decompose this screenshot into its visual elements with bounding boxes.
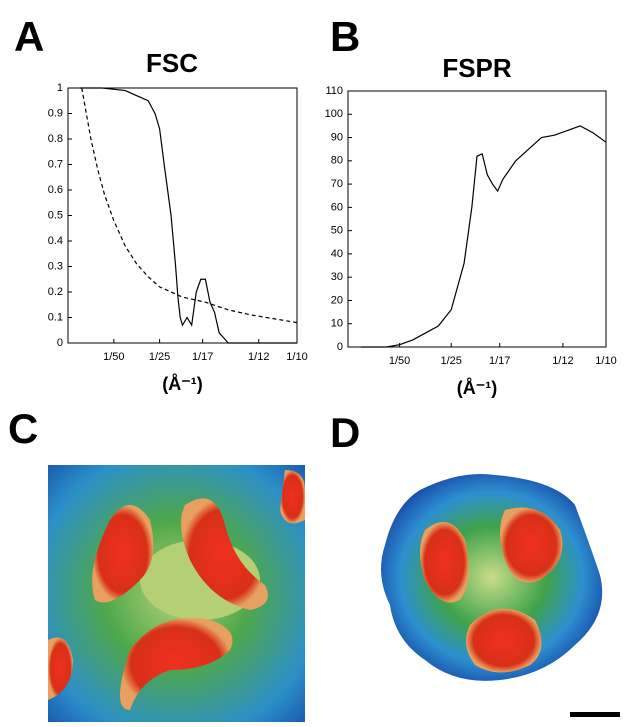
y-tick-label: 0.5 [48, 209, 63, 221]
panel-label: B [330, 13, 360, 60]
data-line [79, 87, 297, 344]
x-tick-label: 1/17 [192, 351, 213, 363]
y-tick-label: 0.1 [48, 311, 63, 323]
y-tick-label: 0 [337, 341, 343, 353]
y-tick-label: 110 [325, 85, 343, 97]
chart-title: FSPR [442, 53, 512, 83]
y-tick-label: 0 [57, 337, 63, 349]
x-axis-label: (Å⁻¹) [457, 378, 497, 398]
y-tick-label: 0.3 [48, 260, 63, 272]
x-tick-label: 1/12 [552, 355, 573, 367]
y-tick-label: 0.6 [48, 184, 63, 196]
y-tick-label: 70 [331, 178, 343, 190]
y-tick-label: 60 [331, 201, 343, 213]
panel-label: A [14, 13, 44, 60]
particle-surface-image [381, 474, 620, 717]
x-tick-label: 1/50 [103, 351, 124, 363]
y-tick-label: 1 [57, 82, 63, 94]
data-line [81, 87, 298, 324]
plot-frame [67, 87, 298, 344]
y-tick-label: 20 [331, 294, 343, 306]
y-tick-label: 30 [331, 271, 343, 283]
y-tick-label: 100 [325, 108, 343, 120]
y-tick-label: 0.4 [48, 235, 63, 247]
x-axis-label: (Å⁻¹) [162, 374, 202, 394]
x-tick-label: 1/10 [286, 351, 307, 363]
panel-label: C [8, 405, 38, 452]
chart-title: FSC [146, 48, 198, 78]
x-tick-label: 1/25 [440, 355, 461, 367]
x-tick-label: 1/25 [149, 351, 170, 363]
y-tick-label: 0.2 [48, 286, 63, 298]
y-tick-label: 90 [331, 131, 343, 143]
y-tick-label: 0.8 [48, 133, 63, 145]
y-tick-label: 0.9 [48, 107, 63, 119]
x-tick-label: 1/50 [389, 355, 410, 367]
x-tick-label: 1/10 [595, 355, 616, 367]
y-tick-label: 40 [331, 248, 343, 260]
x-tick-label: 1/12 [248, 351, 269, 363]
plot-frame [347, 90, 607, 348]
panel-label: D [330, 409, 360, 456]
x-tick-label: 1/17 [489, 355, 510, 367]
y-tick-label: 50 [331, 225, 343, 237]
y-tick-label: 10 [331, 318, 343, 330]
data-line [360, 125, 607, 348]
density-map-image [48, 465, 305, 722]
y-tick-label: 80 [331, 155, 343, 167]
y-tick-label: 0.7 [48, 158, 63, 170]
